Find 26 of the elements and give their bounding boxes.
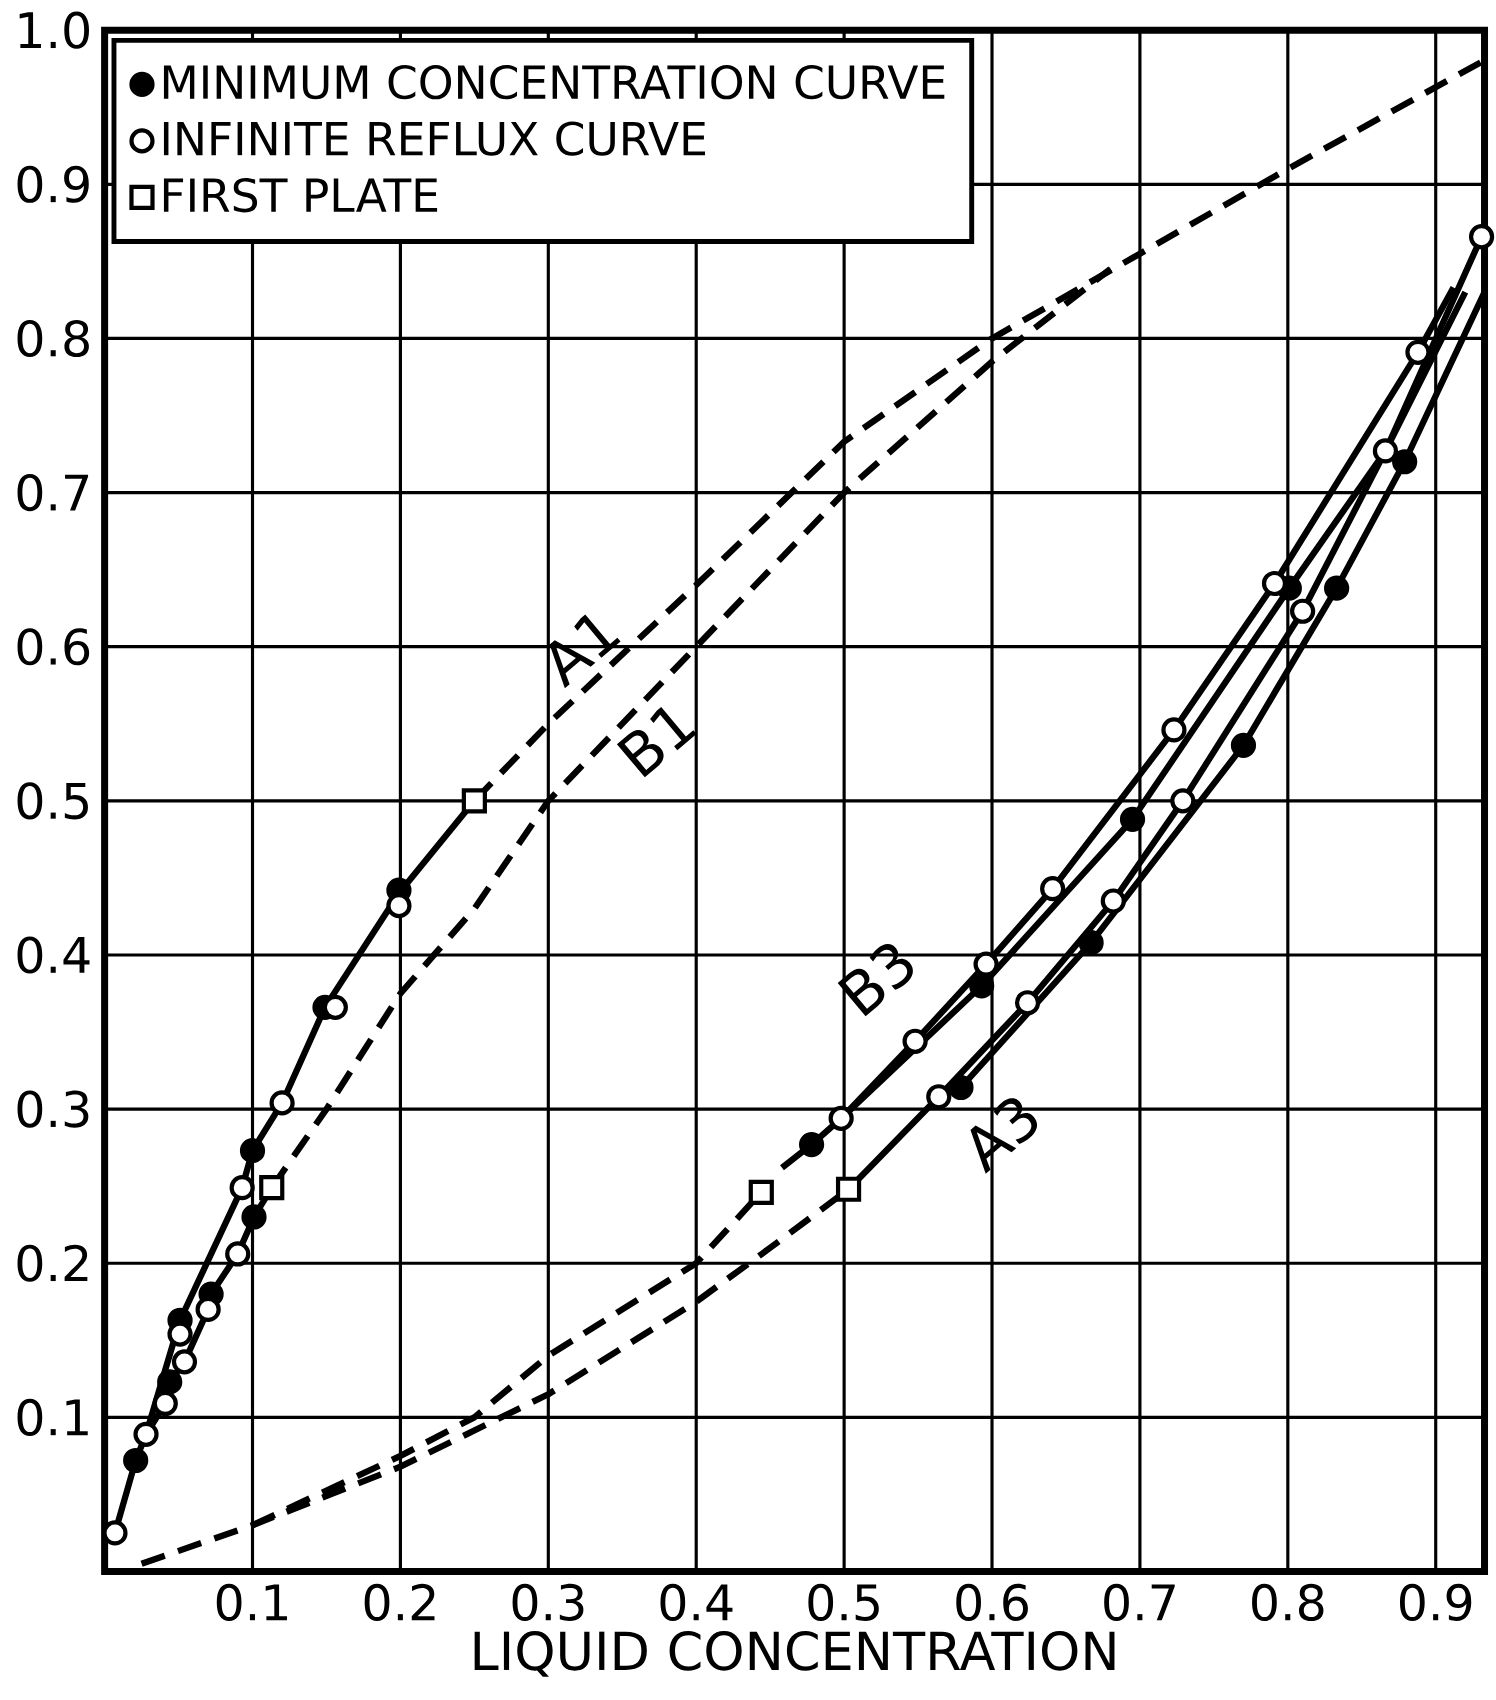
legend-label: INFINITE REFLUX CURVE [163, 121, 705, 156]
annotation: B1 [616, 706, 697, 778]
annotation: B3 [837, 944, 913, 1017]
x-tick-label: 0.7 [1103, 1583, 1175, 1621]
y-tick-label: 0.5 [17, 782, 88, 820]
legend-label: FIRST PLATE [163, 177, 437, 213]
x-tick-label: 0.2 [364, 1583, 435, 1621]
x-tick-label: 0.4 [660, 1583, 733, 1621]
x-tick-label: 0.1 [216, 1583, 287, 1621]
y-tick-label: 0.7 [17, 474, 88, 512]
y-tick-label: 0.1 [17, 1398, 88, 1436]
y-tick-label: 0.6 [17, 628, 89, 666]
annotation: A3 [970, 1098, 1037, 1174]
y-tick-label: 0.4 [17, 936, 90, 974]
y-tick-label: 0.9 [17, 165, 89, 203]
y-tick-label: 0.3 [17, 1090, 89, 1128]
x-tick-label: 0.5 [808, 1583, 879, 1621]
x-tick-label: 0.8 [1251, 1583, 1324, 1621]
x-tick-label: 0.6 [956, 1583, 1028, 1621]
y-tick-label: 0.2 [17, 1244, 88, 1282]
x-axis-title: LIQUID CONCENTRATION [474, 1630, 1115, 1677]
x-tick-label: 0.9 [1399, 1583, 1472, 1621]
legend-label: MINIMUM CONCENTRATION CURVE [163, 64, 945, 100]
y-tick-label: 1.0 [19, 11, 89, 49]
x-tick-label: 0.3 [512, 1583, 584, 1621]
y-tick-label: 0.8 [17, 319, 89, 357]
